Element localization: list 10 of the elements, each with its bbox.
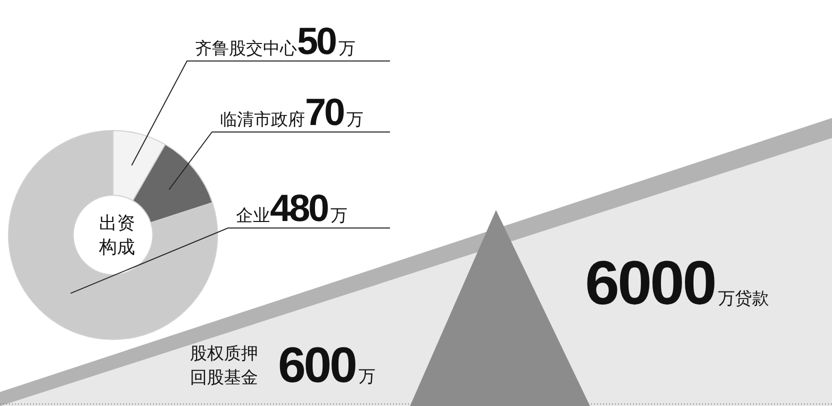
text: 6000万贷款 bbox=[585, 249, 769, 318]
slice-label: 齐鲁股交中心 bbox=[195, 39, 297, 59]
data-label: 50万 bbox=[297, 21, 356, 63]
slice-label: 企业 bbox=[236, 206, 270, 226]
text: 600万 bbox=[278, 337, 376, 393]
text: 股权质押回股基金 bbox=[190, 343, 259, 390]
text: 出资构成 bbox=[98, 212, 136, 260]
data-label: 480万 bbox=[270, 188, 348, 230]
slice-label: 临清市政府 bbox=[220, 110, 305, 130]
data-label: 70万 bbox=[305, 92, 364, 134]
